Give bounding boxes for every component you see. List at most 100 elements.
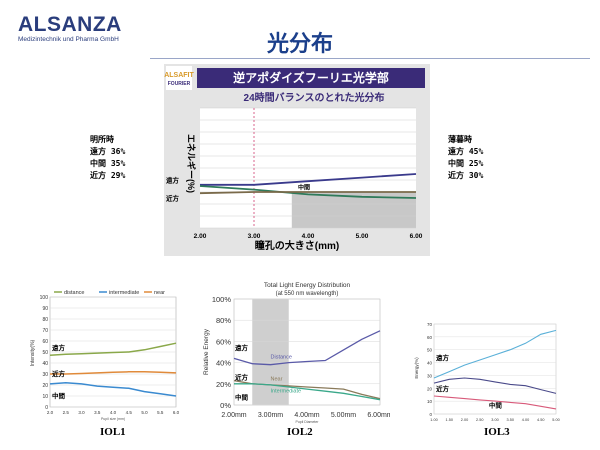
main-label-near: 近方: [166, 193, 180, 202]
iol1-y-tick-label: 50: [42, 350, 48, 356]
iol1-y-tick-label: 100: [40, 295, 49, 301]
main-chart-xlabel: 瞳孔の大きさ(mm): [255, 239, 339, 252]
iol1-y-tick-label: 20: [42, 383, 48, 389]
main-x-tick-label: 6.00: [410, 233, 423, 240]
iol3-x-tick-label: 5.00: [552, 418, 559, 422]
iol2-y-tick-label: 0%: [220, 401, 231, 410]
main-x-tick-label: 2.00: [194, 233, 207, 240]
iol1-label-near: 近方: [52, 369, 66, 378]
iol2-series-label-intermediate: Intermediate: [271, 388, 302, 394]
iol2-shaded-band: [252, 299, 289, 405]
bright-heading: 明所時: [90, 135, 114, 144]
iol3-label-near: 近方: [436, 384, 450, 393]
iol1-label-distance: 遠方: [52, 343, 66, 352]
iol2-label-near: 近方: [235, 373, 249, 382]
iol2-x-tick-label: 3.00mm: [258, 412, 283, 419]
iol1-x-tick-label: 3.5: [94, 410, 101, 415]
main-label-intermediate: 中間: [298, 184, 310, 192]
iol1-xlabel: Pupil size (mm): [101, 417, 125, 421]
iol1-y-tick-label: 40: [42, 361, 48, 367]
iol3-x-tick-label: 3.00: [491, 418, 498, 422]
main-chart-ylabel: エネルギー(%): [186, 134, 197, 193]
iol1-label-intermediate: 中間: [52, 391, 66, 400]
iol2-x-tick-label: 5.00mm: [331, 412, 356, 419]
iol3-x-tick-label: 4.50: [537, 418, 544, 422]
iol1-y-tick-label: 70: [42, 328, 48, 334]
main-chart-banner-subtitle: 24時間バランスのとれた光分布: [244, 91, 385, 104]
iol3-series-line-2: [433, 395, 557, 410]
iol2-y-tick-label: 100%: [212, 295, 232, 304]
main-x-tick-label: 4.00: [302, 233, 315, 240]
iol1-chart: 0 10 20 30 40 50 60 70 80 90 100 2.0 2.5 3.0 3.5 4.0 4.5…: [30, 290, 180, 421]
iol2-y-tick-label: 20%: [216, 380, 231, 389]
iol1-y-tick-label: 0: [45, 405, 48, 411]
iol3-y-tick-label: 0: [429, 412, 432, 417]
iol1-x-tick-label: 4.5: [126, 410, 133, 415]
iol2-series-label-distance: Distance: [271, 354, 292, 360]
iol1-ylabel: Intensity(%): [30, 339, 36, 366]
iol2-caption: IOL2: [287, 426, 313, 438]
iol1-x-tick-label: 2.5: [63, 410, 70, 415]
bright-stats: 明所時 遠方 36% 中間 35% 近方 29%: [90, 134, 125, 182]
iol3-y-tick-label: 20: [427, 386, 433, 391]
iol3-plot-area: [433, 323, 557, 415]
iol1-y-tick-label: 10: [42, 394, 48, 400]
iol3-y-tick-label: 70: [427, 322, 433, 327]
main-label-distance: 遠方: [166, 175, 180, 184]
iol1-y-tick-label: 80: [42, 317, 48, 323]
iol2-y-tick-label: 80%: [216, 316, 231, 325]
iol2-series-label-near: Near: [271, 377, 283, 383]
iol2-series-line-2: [234, 383, 381, 401]
iol1-caption: IOL1: [100, 426, 126, 438]
iol1-legend-label: intermediate: [109, 290, 139, 296]
dark-line-intermediate: 中間 25%: [448, 159, 484, 168]
iol1-series-line-2: [50, 371, 177, 375]
alsafit-logo-sub: FOURIER: [168, 81, 191, 87]
dark-stats: 薄暮時 遠方 45% 中間 25% 近方 30%: [448, 134, 483, 182]
page-title: 光分布: [266, 31, 333, 56]
iol1-x-tick-label: 5.0: [141, 410, 148, 415]
iol3-x-tick-label: 2.50: [476, 418, 483, 422]
main-x-tick-label: 5.00: [356, 233, 369, 240]
title-divider: [150, 58, 590, 59]
main-series-line-2: [199, 191, 416, 195]
iol2-series-line-0: [233, 330, 381, 366]
iol3-x-tick-label: 2.00: [461, 418, 468, 422]
iol3-x-tick-label: 3.50: [507, 418, 514, 422]
iol2-y-tick-label: 40%: [216, 359, 231, 368]
iol3-y-tick-label: 40: [427, 361, 433, 366]
iol2-label-intermediate: 中間: [235, 393, 249, 402]
iol1-x-tick-label: 4.0: [110, 410, 117, 415]
iol2-x-tick-label: 2.00mm: [221, 412, 246, 419]
iol1-series-line-0: [49, 342, 177, 357]
iol3-series-line-0: [433, 329, 557, 379]
iol3-ylabel: Energy(%): [414, 357, 419, 379]
iol3-y-tick-label: 50: [427, 348, 433, 353]
iol1-x-tick-label: 6.0: [173, 410, 180, 415]
main-x-tick-label: 3.00: [248, 233, 261, 240]
iol3-y-tick-label: 60: [427, 335, 433, 340]
alsafit-logo-box: [166, 66, 192, 90]
alsafit-logo-text: ALSAFIT: [164, 72, 194, 79]
main-series-line-0: [200, 173, 417, 186]
main-chart: ALSAFIT FOURIER 逆アポダイズフーリエ光学部 24時間バランスのと…: [164, 64, 430, 256]
dark-heading: 薄暮時: [448, 135, 472, 144]
iol1-legend-label: near: [154, 290, 165, 296]
iol3-x-tick-label: 1.50: [446, 418, 453, 422]
main-chart-banner-title: 逆アポダイズフーリエ光学部: [233, 70, 389, 85]
logo-wordmark: ALSANZA: [18, 13, 122, 36]
iol2-xlabel: Pupil Diameter: [296, 420, 320, 424]
company-logo: ALSANZA Medizintechnik und Pharma GmbH: [18, 14, 122, 44]
iol1-y-tick-label: 90: [42, 306, 48, 312]
iol3-caption: IOL3: [484, 426, 510, 438]
iol1-series-line-1: [49, 382, 177, 397]
iol2-title: Total Light Energy Distribution: [264, 282, 351, 289]
iol3-series-line-1: [433, 377, 557, 394]
iol2-chart: Total Light Energy Distribution (at 550 n…: [203, 282, 390, 424]
iol1-y-tick-label: 30: [42, 372, 48, 378]
iol2-y-tick-label: 60%: [216, 337, 231, 346]
iol3-y-tick-label: 10: [427, 399, 433, 404]
iol3-x-tick-label: 4.00: [522, 418, 529, 422]
bright-line-near: 近方 29%: [90, 171, 126, 180]
iol2-ylabel: Relative Energy: [203, 328, 210, 375]
